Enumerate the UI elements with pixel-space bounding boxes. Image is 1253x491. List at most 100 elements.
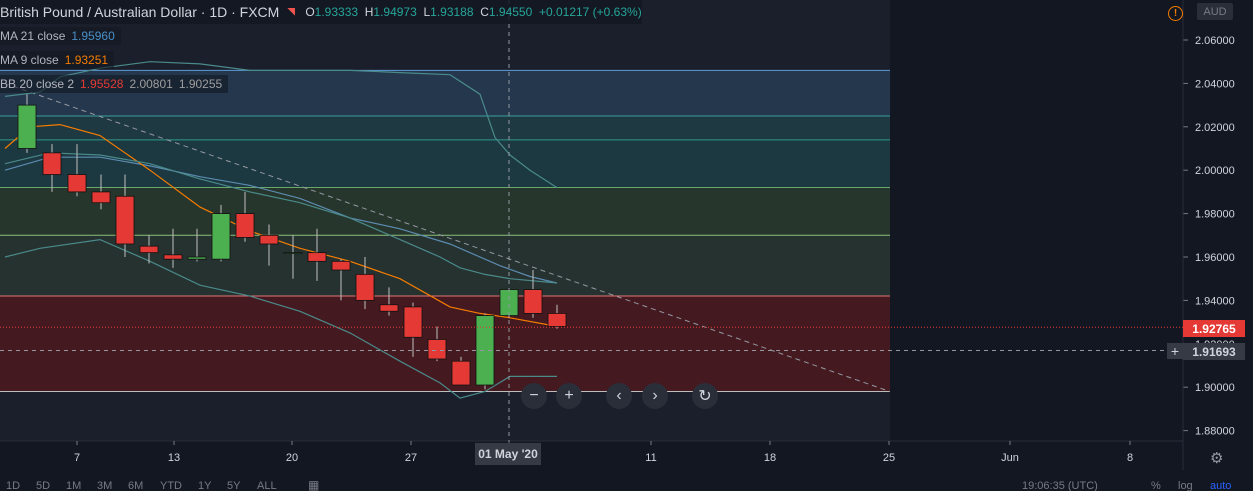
x-tick-label: 20	[286, 452, 298, 464]
y-tick-label: 1.88000	[1195, 426, 1235, 438]
candle	[91, 174, 111, 210]
bottom-toolbar: 1D 5D 1M 3M 6M YTD 1Y 5Y ALL ▦ 19:06:35 …	[0, 478, 1253, 491]
range-1d[interactable]: 1D	[6, 480, 21, 491]
y-tick-label: 2.00000	[1195, 165, 1235, 177]
candle-body	[67, 174, 87, 193]
alert-icon[interactable]: !	[1168, 6, 1183, 21]
range-6m[interactable]: 6M	[128, 480, 144, 491]
last-price-tag: 1.92765	[1183, 320, 1245, 337]
candle-body	[115, 195, 135, 245]
candle-body	[499, 289, 519, 316]
indicator-line	[4, 156, 558, 284]
chart-shaded-region	[0, 0, 890, 441]
candle	[307, 228, 327, 281]
y-tick-label: 2.06000	[1195, 35, 1235, 47]
y-tick-label: 2.04000	[1195, 78, 1235, 90]
x-tick-label: 25	[883, 452, 895, 464]
market-status-icon	[287, 8, 296, 16]
change-value: +0.01217 (+0.63%)	[538, 5, 642, 19]
y-tick-label: 1.98000	[1195, 209, 1235, 221]
indicator-bb[interactable]: BB 20 close 2 1.95528 2.00801 1.90255	[0, 75, 229, 93]
candle	[451, 356, 471, 386]
trend-line	[4, 82, 891, 393]
candle-body	[307, 252, 327, 262]
candle-body	[547, 313, 567, 327]
clock-time: 19:06:35 (UTC)	[1022, 480, 1098, 491]
ohlc-values: O1.93333 H1.94973 L1.93188 C1.94550 +0.0…	[305, 5, 642, 19]
x-tick-label: Jun	[1001, 452, 1019, 464]
range-5y[interactable]: 5Y	[227, 480, 241, 491]
candle	[403, 302, 423, 357]
gear-icon[interactable]: ⚙	[1210, 450, 1224, 467]
candle	[547, 304, 567, 329]
fib-zone	[0, 139, 890, 188]
candle	[235, 191, 255, 242]
candle	[42, 144, 62, 192]
zoom-in-icon[interactable]: +	[556, 383, 582, 409]
y-tick-label: 1.90000	[1195, 382, 1235, 394]
log-toggle[interactable]: log	[1178, 480, 1193, 491]
indicator-ma21[interactable]: MA 21 close 1.95960	[0, 27, 121, 45]
range-3m[interactable]: 3M	[97, 480, 113, 491]
zoom-out-icon[interactable]: −	[521, 383, 547, 409]
range-ytd[interactable]: YTD	[160, 480, 182, 491]
range-1m[interactable]: 1M	[66, 480, 82, 491]
fib-zone	[0, 187, 890, 236]
candle-body	[211, 213, 231, 260]
chevron-right-icon[interactable]: ›	[642, 383, 668, 409]
y-tick-label: 2.02000	[1195, 122, 1235, 134]
candle	[163, 228, 183, 268]
fib-zone	[0, 235, 890, 297]
crosshair-date-tag: 01 May '20	[475, 443, 541, 465]
candle	[523, 270, 543, 318]
indicator-ma9[interactable]: MA 9 close 1.93251	[0, 51, 115, 69]
candle	[67, 144, 87, 197]
candle-body	[355, 273, 375, 301]
symbol-title[interactable]: British Pound / Australian Dollar · 1D ·…	[0, 4, 280, 20]
fib-zone	[0, 115, 890, 140]
candle	[187, 228, 207, 262]
percent-toggle[interactable]: %	[1151, 480, 1161, 491]
x-tick-label: 8	[1127, 452, 1133, 464]
candle-body	[523, 289, 543, 314]
range-1y[interactable]: 1Y	[198, 480, 212, 491]
x-tick-label: 18	[764, 452, 776, 464]
y-tick-label: 1.94000	[1195, 295, 1235, 307]
crosshair-price-tag: 1.91693	[1183, 343, 1245, 360]
indicator-line	[4, 152, 558, 284]
x-tick-label: 7	[74, 452, 80, 464]
candle-body	[17, 104, 37, 149]
x-tick-label: 13	[168, 452, 180, 464]
candle	[283, 235, 303, 279]
candle-body	[403, 306, 423, 338]
candle-body	[163, 254, 183, 260]
candle	[139, 235, 159, 264]
candle-body	[42, 152, 62, 175]
candle-body	[91, 191, 111, 204]
candle	[475, 313, 495, 390]
candle-body	[259, 234, 279, 245]
candle-body	[187, 256, 207, 260]
currency-badge[interactable]: AUD	[1197, 3, 1233, 20]
add-plus-icon[interactable]: +	[1167, 343, 1183, 359]
candle-body	[331, 260, 351, 271]
range-5d[interactable]: 5D	[36, 480, 51, 491]
calendar-icon[interactable]: ▦	[308, 478, 320, 491]
chart-header: British Pound / Australian Dollar · 1D ·…	[0, 0, 642, 24]
auto-toggle[interactable]: auto	[1210, 480, 1232, 491]
candle	[331, 259, 351, 301]
y-tick-label: 1.96000	[1195, 252, 1235, 264]
candle-body	[283, 252, 303, 255]
range-all[interactable]: ALL	[257, 480, 277, 491]
x-tick-label: 11	[645, 452, 656, 464]
candle	[259, 224, 279, 266]
x-tick-label: 27	[405, 452, 417, 464]
candle-body	[235, 213, 255, 238]
chevron-left-icon[interactable]: ‹	[606, 383, 632, 409]
candle	[355, 257, 375, 310]
candle-body	[451, 360, 471, 386]
indicator-line	[4, 61, 558, 189]
reset-icon[interactable]: ↻	[692, 383, 718, 409]
candle-body	[139, 245, 159, 254]
